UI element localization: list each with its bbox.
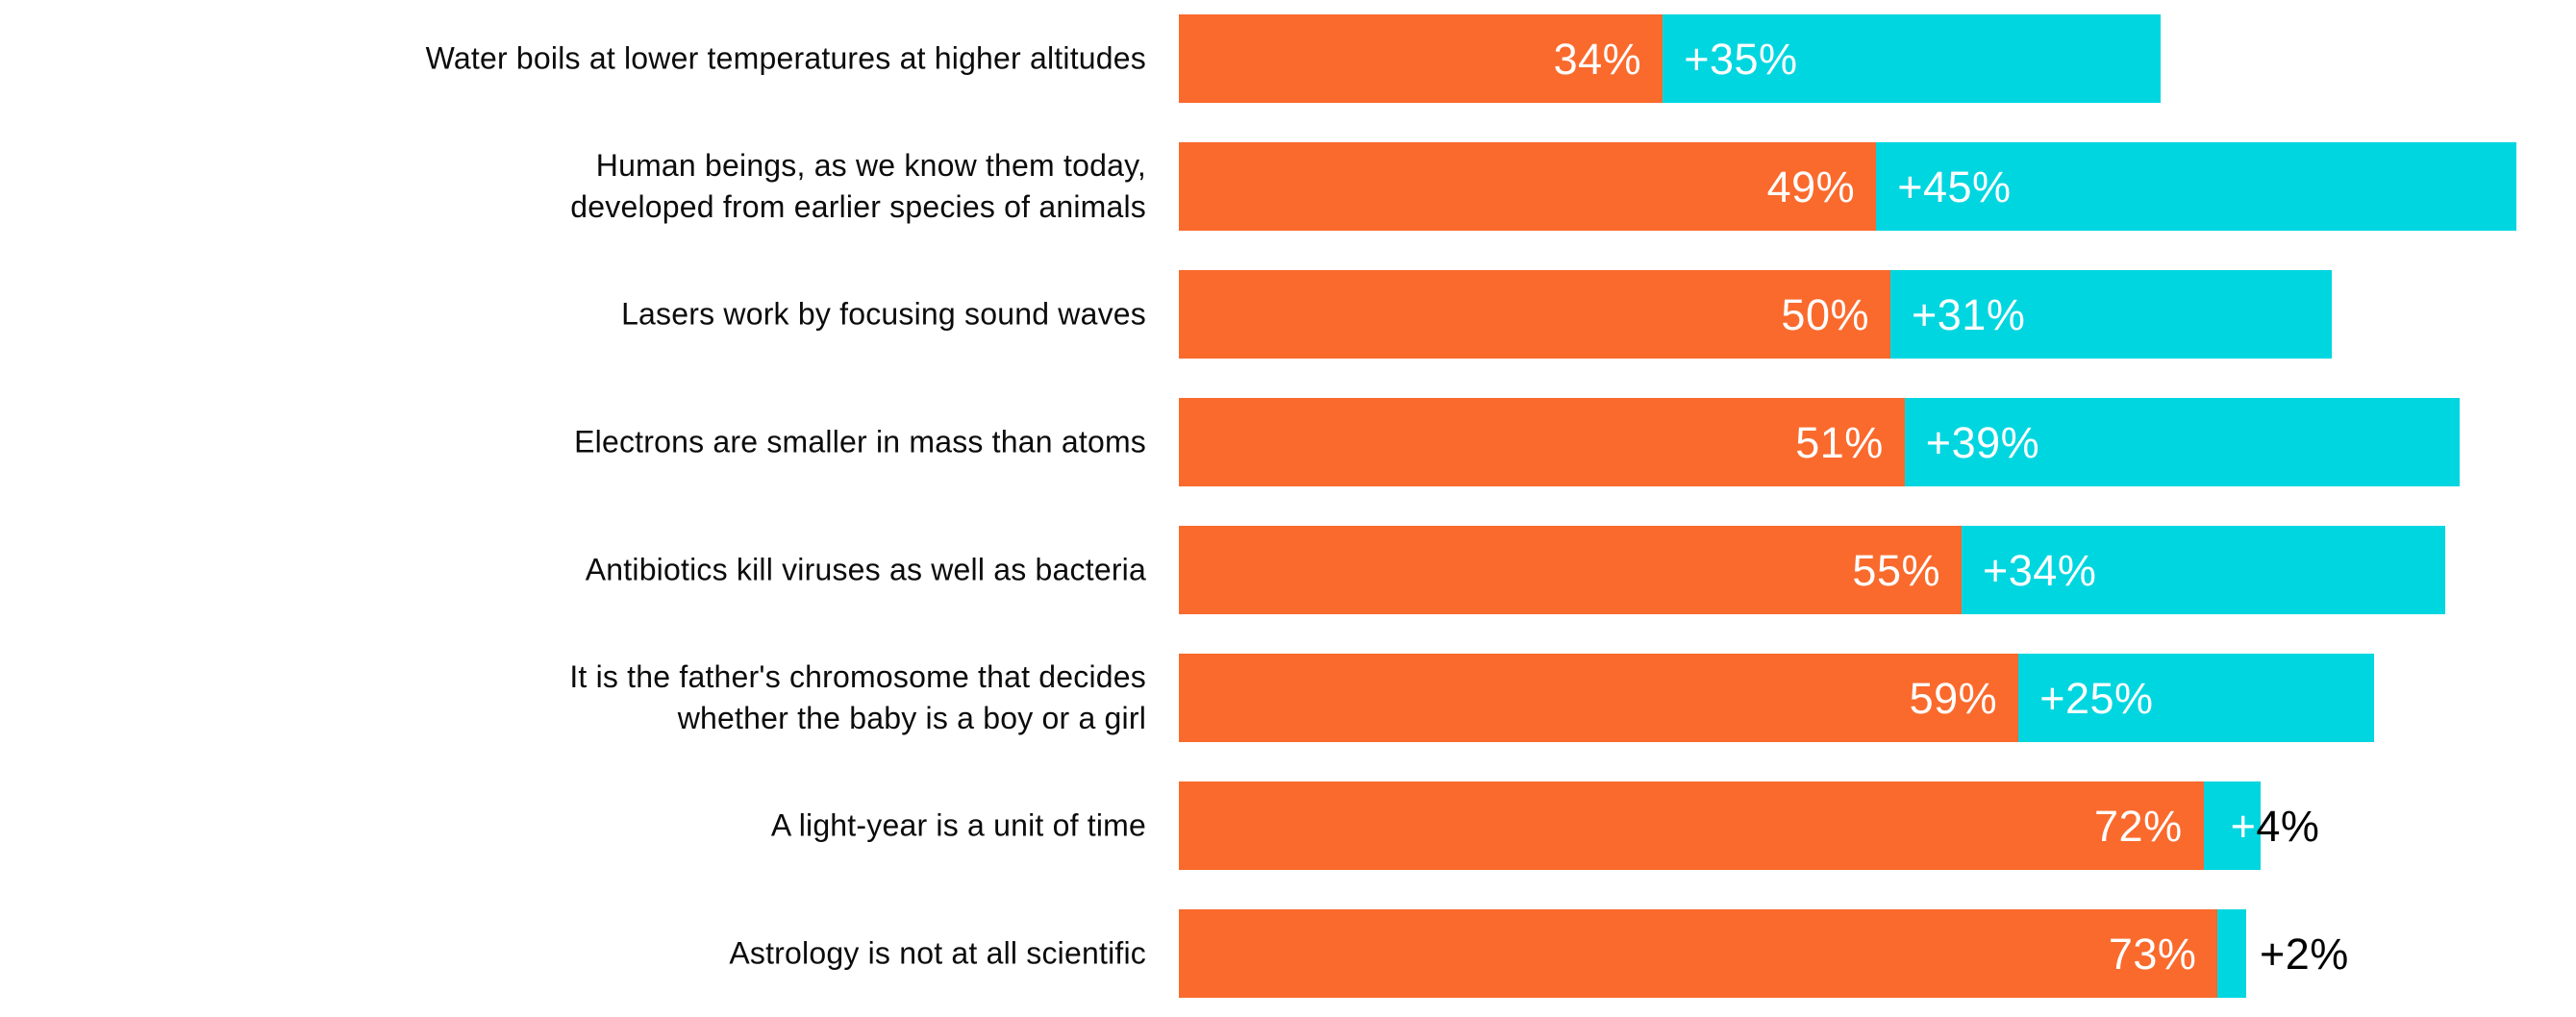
bar-track: 51% +39% (1179, 398, 2576, 486)
value-text: 4% (2256, 802, 2320, 851)
incorrect-value-label: 50% (1781, 290, 1869, 339)
plus-sign: + (1912, 290, 1938, 339)
bar-segment-incorrect (1179, 270, 1890, 359)
plus-sign: + (1983, 546, 2009, 595)
bar-segment-dont-know (1663, 14, 2162, 103)
bar-track: 72% +4% (1179, 781, 2576, 870)
chart-row: It is the father's chromosome that decid… (0, 654, 2576, 742)
dont-know-value-label: +45% (1897, 142, 2011, 231)
value-text: 34% (2008, 546, 2097, 595)
bar-segment-dont-know (1962, 526, 2446, 614)
bar-track: 73% +2% (1179, 909, 2576, 998)
category-label: Electrons are smaller in mass than atoms (574, 424, 1146, 459)
value-text: 25% (2064, 674, 2154, 723)
incorrect-value-label: 34% (1553, 35, 1642, 84)
dont-know-value-label: +2% (2260, 909, 2349, 998)
plus-sign: + (1684, 35, 1710, 84)
chart-row: Lasers work by focusing sound waves 50% … (0, 270, 2576, 359)
dont-know-value-label: +34% (1983, 526, 2096, 614)
bar-track: 55% +34% (1179, 526, 2576, 614)
bar-segment-incorrect (1179, 142, 1877, 231)
bar-segment-incorrect (1179, 909, 2218, 998)
category-label: Antibiotics kill viruses as well as bact… (585, 552, 1146, 587)
dont-know-value-label: +4% (2231, 781, 2320, 870)
plus-sign: + (2230, 802, 2257, 851)
chart-row: Astrology is not at all scientific 73% +… (0, 909, 2576, 998)
bar-track: 34% +35% (1179, 14, 2576, 103)
category-label: Water boils at lower temperatures at hig… (425, 40, 1146, 76)
category-label: A light-year is a unit of time (770, 807, 1146, 843)
value-text: 2% (2285, 930, 2349, 979)
bar-track: 49% +45% (1179, 142, 2576, 231)
category-label: Human beings, as we know them today, dev… (570, 148, 1146, 224)
incorrect-value-label: 59% (1909, 674, 1998, 723)
bar-segment-incorrect (1179, 781, 2204, 870)
dont-know-value-label: +31% (1912, 270, 2025, 359)
plus-sign: + (2260, 930, 2286, 979)
incorrect-value-label: 55% (1852, 546, 1940, 595)
value-text: 35% (1709, 35, 1798, 84)
category-label: It is the father's chromosome that decid… (569, 659, 1146, 735)
bar-segment-dont-know (1904, 398, 2460, 486)
value-text: 45% (1922, 162, 2012, 211)
incorrect-value-label: 51% (1795, 418, 1884, 467)
chart-row: Water boils at lower temperatures at hig… (0, 14, 2576, 103)
bar-segment-dont-know (2018, 654, 2375, 742)
dont-know-value-label: +39% (1926, 398, 2039, 486)
plus-sign: + (1925, 418, 1952, 467)
incorrect-value-label: 49% (1766, 162, 1856, 211)
category-label: Lasers work by focusing sound waves (621, 296, 1146, 332)
bar-segment-dont-know (1876, 142, 2517, 231)
bar-track: 59% +25% (1179, 654, 2576, 742)
bar-segment-incorrect (1179, 526, 1962, 614)
category-label: Astrology is not at all scientific (729, 935, 1146, 971)
value-text: 31% (1937, 290, 2026, 339)
plus-sign: + (2039, 674, 2065, 723)
incorrect-value-label: 72% (2094, 802, 2183, 851)
chart-row: Antibiotics kill viruses as well as bact… (0, 526, 2576, 614)
bar-segment-incorrect (1179, 654, 2019, 742)
dont-know-value-label: +35% (1684, 14, 1797, 103)
bar-track: 50% +31% (1179, 270, 2576, 359)
bar-segment-dont-know (2217, 909, 2246, 998)
chart-row: Human beings, as we know them today, dev… (0, 142, 2576, 231)
bar-segment-incorrect (1179, 398, 1905, 486)
bar-segment-dont-know (1890, 270, 2332, 359)
value-text: 39% (1951, 418, 2040, 467)
chart-row: A light-year is a unit of time 72% +4% (0, 781, 2576, 870)
chart-row: Electrons are smaller in mass than atoms… (0, 398, 2576, 486)
bar-segment-dont-know (2203, 781, 2261, 870)
incorrect-value-label: 73% (2108, 930, 2197, 979)
plus-sign: + (1897, 162, 1923, 211)
dont-know-value-label: +25% (2039, 654, 2153, 742)
bar-segment-incorrect (1179, 14, 1663, 103)
